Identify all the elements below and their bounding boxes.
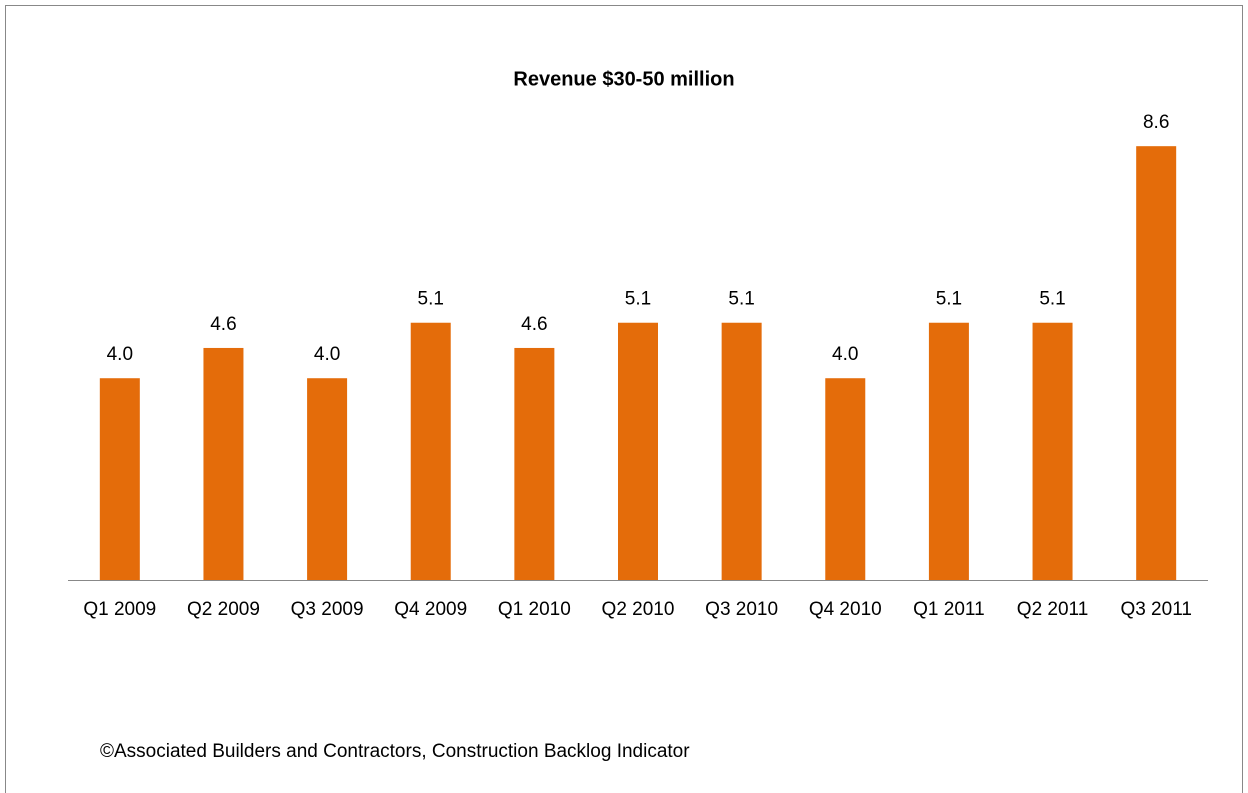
x-tick-label: Q1 2009 <box>83 599 156 620</box>
source-note: ©Associated Builders and Contractors, Co… <box>100 741 690 762</box>
data-label: 5.1 <box>418 289 444 310</box>
bar <box>203 347 244 580</box>
data-label: 5.1 <box>1039 289 1065 310</box>
data-label: 4.6 <box>521 314 547 335</box>
x-tick-label: Q3 2010 <box>705 599 778 620</box>
bar <box>825 378 866 580</box>
bar <box>99 378 140 580</box>
x-tick-label: Q3 2009 <box>291 599 364 620</box>
data-label: 5.1 <box>936 289 962 310</box>
bar <box>721 322 762 580</box>
data-label: 4.0 <box>314 344 340 365</box>
bar <box>928 322 969 580</box>
bar <box>410 322 451 580</box>
data-label: 4.0 <box>107 344 133 365</box>
bar <box>618 322 658 580</box>
data-label: 5.1 <box>728 289 754 310</box>
bar <box>307 378 348 580</box>
bar <box>1032 322 1073 580</box>
x-tick-label: Q1 2011 <box>913 599 984 620</box>
chart-title: Revenue $30-50 million <box>513 68 734 90</box>
bar <box>1136 146 1177 580</box>
x-tick-label: Q3 2011 <box>1120 599 1191 620</box>
x-tick-label: Q2 2009 <box>187 599 260 620</box>
x-tick-label: Q2 2011 <box>1017 599 1088 620</box>
data-label: 4.6 <box>210 314 236 335</box>
data-label: 8.6 <box>1143 112 1169 133</box>
bar <box>514 347 555 580</box>
data-label: 4.0 <box>832 344 858 365</box>
data-label: 5.1 <box>625 289 651 310</box>
x-tick-label: Q1 2010 <box>498 599 571 620</box>
x-tick-label: Q4 2010 <box>809 599 882 620</box>
x-tick-label: Q4 2009 <box>394 599 467 620</box>
x-tick-label: Q2 2010 <box>602 599 675 620</box>
